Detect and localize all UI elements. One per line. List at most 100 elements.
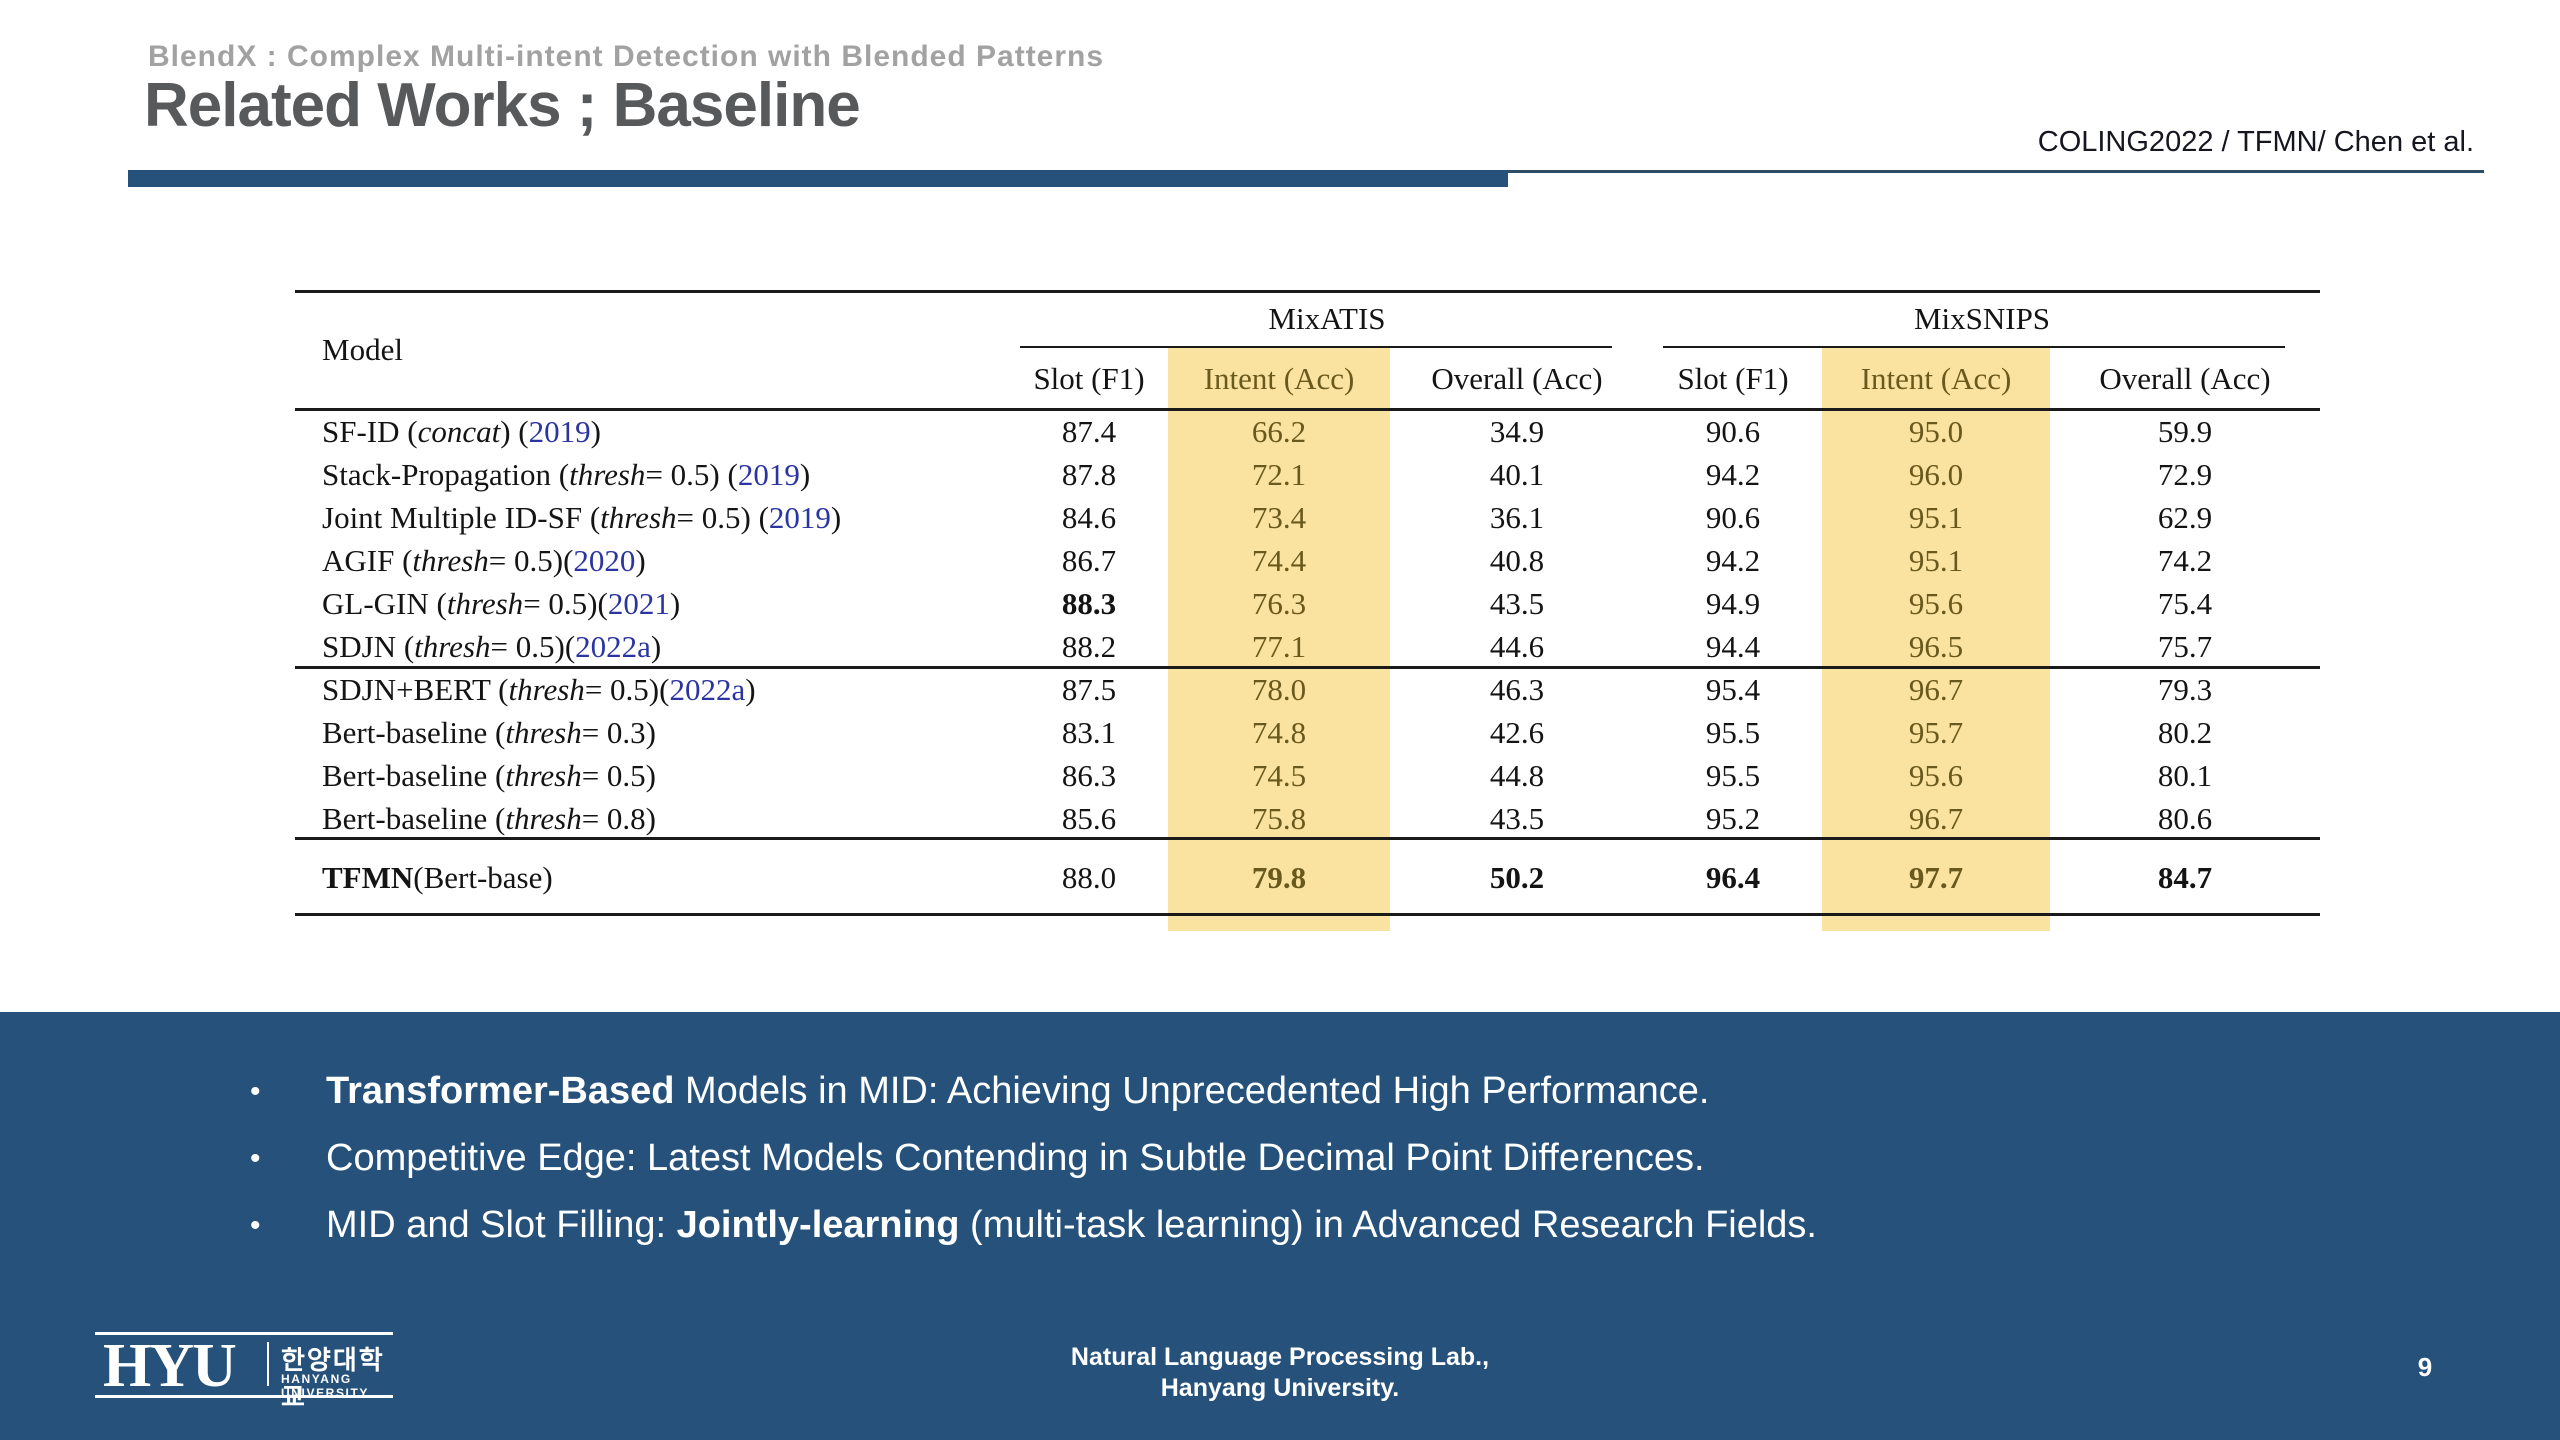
text-segment: Bert-baseline ( [322, 757, 506, 793]
table-value-cell: 95.0 [1908, 413, 1964, 449]
bullet-item: • Transformer-Based Models in MID: Achie… [250, 1058, 1817, 1125]
text-segment: SDJN ( [322, 628, 415, 664]
table-value-cell: 75.4 [2157, 585, 2213, 621]
footer-lab-line2: Hanyang University. [1160, 1374, 1400, 1402]
table-value-cell: 95.5 [1705, 757, 1761, 793]
table-value-cell: 96.4 [1705, 860, 1761, 895]
text-segment: Jointly-learning [676, 1204, 960, 1246]
text-segment: ) [650, 628, 662, 664]
text-segment: GL-GIN ( [322, 585, 447, 621]
table-value-cell: 75.7 [2157, 628, 2213, 664]
table-value-cell: 90.6 [1705, 413, 1761, 449]
text-segment: = 0.3) [581, 714, 657, 750]
footer-lab-line1: Natural Language Processing Lab., [1070, 1343, 1490, 1371]
table-value-cell: 80.6 [2157, 800, 2213, 836]
text-segment: 2019 [737, 456, 800, 492]
table-rule-section1 [295, 666, 2320, 669]
text-segment: thresh [505, 800, 582, 836]
slide-kicker: BlendX : Complex Multi-intent Detection … [148, 40, 1105, 73]
page-number: 9 [2417, 1352, 2433, 1382]
table-value-cell: 84.7 [2157, 860, 2213, 895]
hyu-logo: HYU 한양대학교 HANYANG UNIVERSITY [95, 1332, 393, 1412]
table-model-cell: SF-ID (concat) (2019) [295, 410, 1010, 453]
table-value-cell: 86.7 [1061, 542, 1117, 578]
table-rule-section2 [295, 837, 2320, 840]
table-value-cell: 44.8 [1489, 757, 1545, 793]
text-segment: thresh [446, 585, 524, 621]
text-segment: thresh [600, 499, 677, 535]
text-segment: = 0.5)( [490, 628, 576, 664]
results-table: Model MixATIS Slot (F1) Intent (Acc) Overall… [295, 290, 2320, 940]
table-value-cell: 46.3 [1489, 671, 1545, 707]
table-value-cell: 95.1 [1908, 499, 1964, 535]
table-value-cell: 80.1 [2157, 757, 2213, 793]
text-segment: Joint Multiple ID-SF ( [322, 499, 601, 535]
table-col-header: Overall (Acc) [2099, 361, 2271, 396]
text-segment: 2019 [768, 499, 831, 535]
text-segment: Stack-Propagation ( [322, 456, 570, 492]
text-segment: = 0.5) ( [645, 456, 738, 492]
table-value-cell: 94.4 [1705, 628, 1761, 664]
table-value-cell: 96.7 [1908, 800, 1964, 836]
text-segment: SF-ID ( [322, 413, 418, 449]
bullet-item: • MID and Slot Filling: Jointly-learning… [250, 1192, 1817, 1259]
text-segment: thresh [414, 628, 491, 664]
table-value-cell: 94.9 [1705, 585, 1761, 621]
table-model-cell: AGIF (thresh = 0.5)(2020) [295, 539, 1010, 582]
table-value-cell: 87.5 [1061, 671, 1117, 707]
table-value-cell: 80.2 [2157, 714, 2213, 750]
table-model-cell: Stack-Propagation (thresh = 0.5) (2019) [295, 453, 1010, 496]
text-segment: Transformer-Based [326, 1070, 675, 1112]
table-value-cell: 88.0 [1061, 860, 1117, 895]
table-value-cell: 94.2 [1705, 542, 1761, 578]
table-value-cell: 72.1 [1251, 456, 1307, 492]
text-segment: 2022a [669, 671, 746, 707]
text-segment: SDJN+BERT ( [322, 671, 509, 707]
table-value-cell: 73.4 [1251, 499, 1307, 535]
table-value-cell: 96.7 [1908, 671, 1964, 707]
bullet-item: • Competitive Edge: Latest Models Conten… [250, 1125, 1817, 1192]
table-value-cell: 87.8 [1061, 456, 1117, 492]
table-rule-mixatis [1020, 346, 1612, 348]
table-value-cell: 66.2 [1251, 413, 1307, 449]
table-value-cell: 85.6 [1061, 800, 1117, 836]
text-segment: (multi-task learning) in Advanced Resear… [959, 1204, 1817, 1246]
table-value-cell: 43.5 [1489, 800, 1545, 836]
table-value-cell: 83.1 [1061, 714, 1117, 750]
logo-bottom-line [95, 1395, 393, 1398]
text-segment: ) [799, 456, 811, 492]
text-segment: = 0.5)( [523, 585, 608, 621]
table-rule-bottom [295, 913, 2320, 916]
text-segment: = 0.5) [581, 757, 657, 793]
text-segment: = 0.5)( [584, 671, 670, 707]
table-model-cell: Bert-baseline (thresh = 0.3) [295, 711, 1010, 754]
table-value-cell: 86.3 [1061, 757, 1117, 793]
bullet-dot-icon: • [250, 1141, 261, 1175]
text-segment: AGIF ( [322, 542, 413, 578]
footer-lab-text: Natural Language Processing Lab., Hanyan… [0, 1342, 2560, 1404]
intent-column-highlight-mixsnips [1822, 348, 2050, 931]
table-value-cell: 75.8 [1251, 800, 1307, 836]
table-value-cell: 95.1 [1908, 542, 1964, 578]
table-value-cell: 78.0 [1251, 671, 1307, 707]
table-value-cell: 74.8 [1251, 714, 1307, 750]
table-value-cell: 96.5 [1908, 628, 1964, 664]
text-segment: ) [635, 542, 646, 578]
table-rule-mixsnips [1663, 346, 2285, 348]
text-segment: 2020 [573, 542, 636, 578]
table-col-header: Slot (F1) [1677, 361, 1789, 396]
table-model-cell: GL-GIN (thresh = 0.5)(2021) [295, 582, 1010, 625]
table-value-cell: 62.9 [2157, 499, 2213, 535]
bullet-dot-icon: • [250, 1074, 261, 1108]
table-col-header: Intent (Acc) [1203, 361, 1355, 396]
summary-banner [0, 1012, 2560, 1440]
table-model-cell: SDJN (thresh = 0.5)(2022a) [295, 625, 1010, 668]
text-segment: Bert-baseline ( [322, 800, 506, 836]
text-segment: thresh [508, 671, 585, 707]
table-value-cell: 40.8 [1489, 542, 1545, 578]
table-model-cell: SDJN+BERT (thresh = 0.5)(2022a) [295, 668, 1010, 711]
table-value-cell: 87.4 [1061, 413, 1117, 449]
table-group-header-mixatis: MixATIS [1268, 301, 1386, 336]
table-value-cell: 94.2 [1705, 456, 1761, 492]
